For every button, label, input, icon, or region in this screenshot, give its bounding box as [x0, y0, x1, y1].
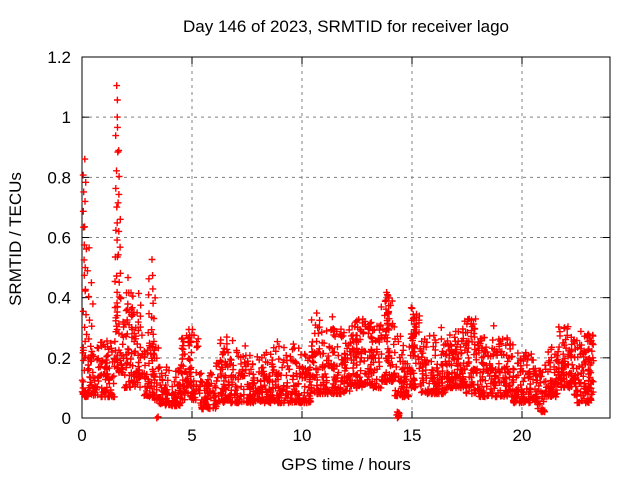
y-tick-label: 1	[62, 108, 71, 127]
y-tick-label: 0.4	[47, 289, 71, 308]
y-tick-label: 0.6	[47, 229, 71, 248]
chart-title: Day 146 of 2023, SRMTID for receiver lag…	[183, 17, 509, 36]
y-tick-label: 1.2	[47, 48, 71, 67]
x-tick-label: 0	[77, 426, 86, 445]
plot-border	[81, 56, 611, 419]
tick-labels: 0 5 10 15 20 0 0.2 0.4 0.6 0.8 1 1.2	[47, 48, 531, 445]
x-tick-label: 15	[403, 426, 422, 445]
x-tick-label: 5	[187, 426, 196, 445]
y-tick-label: 0.8	[47, 168, 71, 187]
x-axis-label: GPS time / hours	[281, 455, 411, 474]
data-points	[78, 82, 597, 422]
x-tick-label: 20	[513, 426, 532, 445]
y-tick-label: 0	[62, 409, 71, 428]
y-tick-label: 0.2	[47, 349, 71, 368]
x-tick-label: 10	[293, 426, 312, 445]
